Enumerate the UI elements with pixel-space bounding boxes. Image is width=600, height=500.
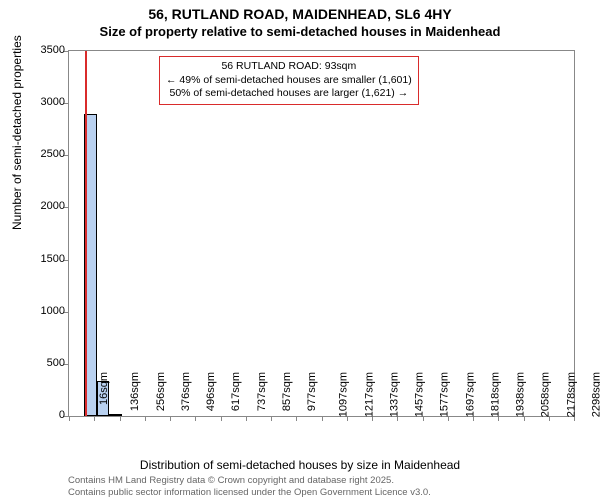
y-tick-label: 1000: [41, 305, 65, 317]
x-tick-label: 1697sqm: [464, 372, 476, 417]
x-tick-label: 1457sqm: [413, 372, 425, 417]
y-tick-label: 3500: [41, 44, 65, 56]
chart-title-sub: Size of property relative to semi-detach…: [0, 22, 600, 39]
x-tick-label: 857sqm: [281, 372, 293, 411]
info-box-line1: 56 RUTLAND ROAD: 93sqm: [166, 60, 412, 74]
info-box: 56 RUTLAND ROAD: 93sqm ← 49% of semi-det…: [159, 56, 419, 105]
x-tick: [322, 416, 323, 421]
x-tick-label: 2298sqm: [590, 372, 600, 417]
x-tick: [221, 416, 222, 421]
footer-line1: Contains HM Land Registry data © Crown c…: [68, 475, 431, 486]
x-tick: [195, 416, 196, 421]
plot-area: 56 RUTLAND ROAD: 93sqm ← 49% of semi-det…: [68, 50, 575, 417]
x-tick-label: 136sqm: [129, 372, 141, 411]
x-tick-label: 977sqm: [306, 372, 318, 411]
x-tick-label: 496sqm: [205, 372, 217, 411]
y-tick-label: 0: [59, 409, 65, 421]
info-box-line3: 50% of semi-detached houses are larger (…: [166, 87, 412, 101]
x-tick-label: 256sqm: [155, 372, 167, 411]
x-tick: [120, 416, 121, 421]
y-tick-label: 1500: [41, 253, 65, 265]
x-tick: [69, 416, 70, 421]
x-tick: [246, 416, 247, 421]
x-tick-label: 376sqm: [180, 372, 192, 411]
x-axis-label: Distribution of semi-detached houses by …: [0, 458, 600, 472]
footer-line2: Contains public sector information licen…: [68, 487, 431, 498]
chart-container: 56, RUTLAND ROAD, MAIDENHEAD, SL6 4HY Si…: [0, 0, 600, 500]
x-tick-label: 1938sqm: [514, 372, 526, 417]
chart-title-main: 56, RUTLAND ROAD, MAIDENHEAD, SL6 4HY: [0, 0, 600, 22]
x-tick: [296, 416, 297, 421]
footer-attribution: Contains HM Land Registry data © Crown c…: [68, 475, 431, 498]
x-tick-label: 737sqm: [256, 372, 268, 411]
histogram-bar: [109, 414, 122, 416]
x-tick: [170, 416, 171, 421]
y-tick-label: 3000: [41, 96, 65, 108]
x-tick-label: 617sqm: [230, 372, 242, 411]
x-tick: [94, 416, 95, 421]
y-tick-label: 2500: [41, 148, 65, 160]
x-tick-label: 1577sqm: [439, 372, 451, 417]
x-tick-label: 2058sqm: [540, 372, 552, 417]
y-tick-label: 500: [47, 357, 65, 369]
x-tick: [271, 416, 272, 421]
x-tick-label: 16sqm: [98, 372, 110, 405]
x-tick-label: 1097sqm: [338, 372, 350, 417]
info-box-line2: ← 49% of semi-detached houses are smalle…: [166, 74, 412, 88]
x-tick-label: 2178sqm: [565, 372, 577, 417]
x-tick-label: 1337sqm: [388, 372, 400, 417]
x-tick-label: 1818sqm: [489, 372, 501, 417]
y-axis-label: Number of semi-detached properties: [10, 35, 24, 230]
x-tick-label: 1217sqm: [363, 372, 375, 417]
y-tick-label: 2000: [41, 200, 65, 212]
marker-line: [85, 51, 87, 416]
x-tick: [145, 416, 146, 421]
